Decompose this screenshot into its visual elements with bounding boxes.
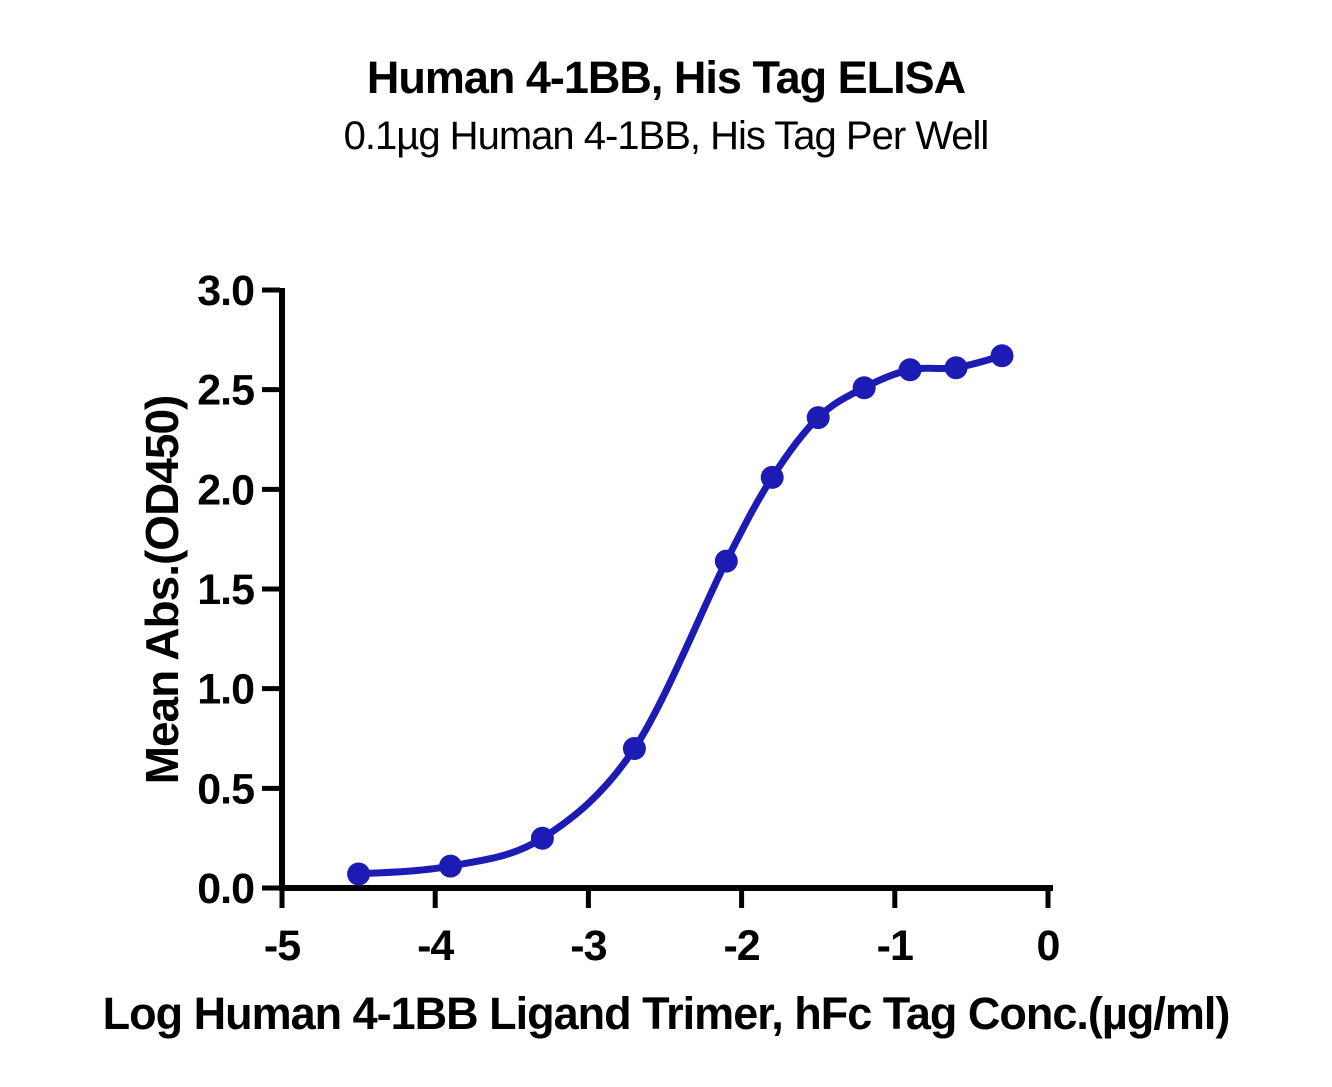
data-point — [760, 465, 784, 489]
x-tick-label: -5 — [264, 922, 300, 970]
y-tick-label: 1.0 — [197, 666, 254, 714]
data-point — [622, 737, 646, 760]
x-axis-title: Log Human 4-1BB Ligand Trimer, hFc Tag C… — [102, 988, 1231, 1039]
x-tick-label: -1 — [877, 922, 913, 970]
chart-subtitle: 0.1µg Human 4-1BB, His Tag Per Well — [343, 114, 990, 158]
y-tick-label: 3.0 — [197, 267, 254, 315]
data-point — [530, 826, 554, 850]
y-tick-label: 0.0 — [197, 865, 254, 913]
data-point — [714, 549, 738, 573]
data-point — [439, 854, 462, 878]
y-tick-label: 2.0 — [197, 466, 254, 514]
x-tick-label: -3 — [570, 922, 606, 970]
data-point — [347, 862, 371, 886]
y-tick-label: 2.5 — [197, 367, 254, 415]
y-tick-label: 0.5 — [197, 765, 254, 813]
data-point — [806, 406, 830, 430]
fit-curve — [355, 352, 1006, 878]
data-point — [898, 358, 922, 382]
data-point — [852, 376, 876, 400]
x-tick-label: 0 — [1037, 922, 1060, 970]
x-tick-label: -2 — [723, 922, 759, 970]
data-point — [990, 344, 1014, 368]
data-point — [944, 356, 968, 380]
x-tick-label: -4 — [417, 922, 454, 970]
chart-title: Human 4-1BB, His Tag ELISA — [366, 52, 966, 103]
y-tick-label: 1.5 — [197, 566, 254, 614]
